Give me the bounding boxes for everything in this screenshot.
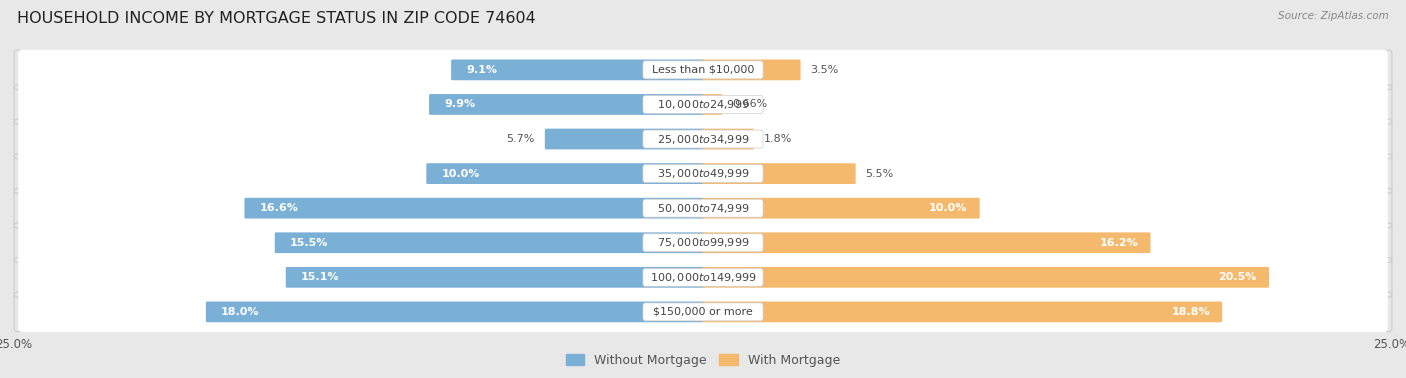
Text: 16.2%: 16.2%	[1099, 238, 1139, 248]
FancyBboxPatch shape	[643, 199, 763, 217]
Text: $10,000 to $24,999: $10,000 to $24,999	[657, 98, 749, 111]
FancyBboxPatch shape	[702, 163, 856, 184]
Text: HOUSEHOLD INCOME BY MORTGAGE STATUS IN ZIP CODE 74604: HOUSEHOLD INCOME BY MORTGAGE STATUS IN Z…	[17, 11, 536, 26]
FancyBboxPatch shape	[285, 267, 704, 288]
FancyBboxPatch shape	[18, 50, 1388, 90]
FancyBboxPatch shape	[18, 119, 1388, 160]
FancyBboxPatch shape	[643, 164, 763, 183]
FancyBboxPatch shape	[18, 291, 1388, 332]
FancyBboxPatch shape	[544, 129, 704, 149]
FancyBboxPatch shape	[18, 222, 1388, 263]
Text: Source: ZipAtlas.com: Source: ZipAtlas.com	[1278, 11, 1389, 21]
Text: $75,000 to $99,999: $75,000 to $99,999	[657, 236, 749, 249]
FancyBboxPatch shape	[205, 302, 704, 322]
FancyBboxPatch shape	[18, 84, 1388, 125]
FancyBboxPatch shape	[702, 232, 1150, 253]
Text: 3.5%: 3.5%	[810, 65, 839, 75]
FancyBboxPatch shape	[18, 188, 1388, 229]
Text: $25,000 to $34,999: $25,000 to $34,999	[657, 133, 749, 146]
FancyBboxPatch shape	[643, 96, 763, 113]
FancyBboxPatch shape	[426, 163, 704, 184]
Legend: Without Mortgage, With Mortgage: Without Mortgage, With Mortgage	[561, 349, 845, 372]
Text: 15.5%: 15.5%	[290, 238, 328, 248]
Text: 1.8%: 1.8%	[763, 134, 792, 144]
Text: 9.1%: 9.1%	[465, 65, 496, 75]
FancyBboxPatch shape	[429, 94, 704, 115]
FancyBboxPatch shape	[643, 61, 763, 79]
Text: 18.8%: 18.8%	[1171, 307, 1211, 317]
FancyBboxPatch shape	[18, 257, 1388, 298]
Text: 0.66%: 0.66%	[733, 99, 768, 110]
Text: 5.7%: 5.7%	[506, 134, 534, 144]
Text: 10.0%: 10.0%	[929, 203, 967, 213]
Text: 15.1%: 15.1%	[301, 272, 339, 282]
FancyBboxPatch shape	[643, 234, 763, 252]
FancyBboxPatch shape	[451, 59, 704, 80]
Text: $35,000 to $49,999: $35,000 to $49,999	[657, 167, 749, 180]
Text: $150,000 or more: $150,000 or more	[654, 307, 752, 317]
FancyBboxPatch shape	[702, 94, 723, 115]
FancyBboxPatch shape	[274, 232, 704, 253]
Text: 16.6%: 16.6%	[259, 203, 298, 213]
Text: 10.0%: 10.0%	[441, 169, 479, 178]
FancyBboxPatch shape	[702, 302, 1222, 322]
FancyBboxPatch shape	[702, 129, 754, 149]
FancyBboxPatch shape	[245, 198, 704, 218]
Text: 5.5%: 5.5%	[866, 169, 894, 178]
Text: 20.5%: 20.5%	[1219, 272, 1257, 282]
FancyBboxPatch shape	[643, 268, 763, 286]
Text: 18.0%: 18.0%	[221, 307, 259, 317]
Text: $100,000 to $149,999: $100,000 to $149,999	[650, 271, 756, 284]
FancyBboxPatch shape	[643, 303, 763, 321]
FancyBboxPatch shape	[643, 130, 763, 148]
FancyBboxPatch shape	[18, 153, 1388, 194]
FancyBboxPatch shape	[702, 198, 980, 218]
Text: 9.9%: 9.9%	[444, 99, 475, 110]
FancyBboxPatch shape	[702, 267, 1270, 288]
FancyBboxPatch shape	[702, 59, 800, 80]
Text: $50,000 to $74,999: $50,000 to $74,999	[657, 202, 749, 215]
Text: Less than $10,000: Less than $10,000	[652, 65, 754, 75]
